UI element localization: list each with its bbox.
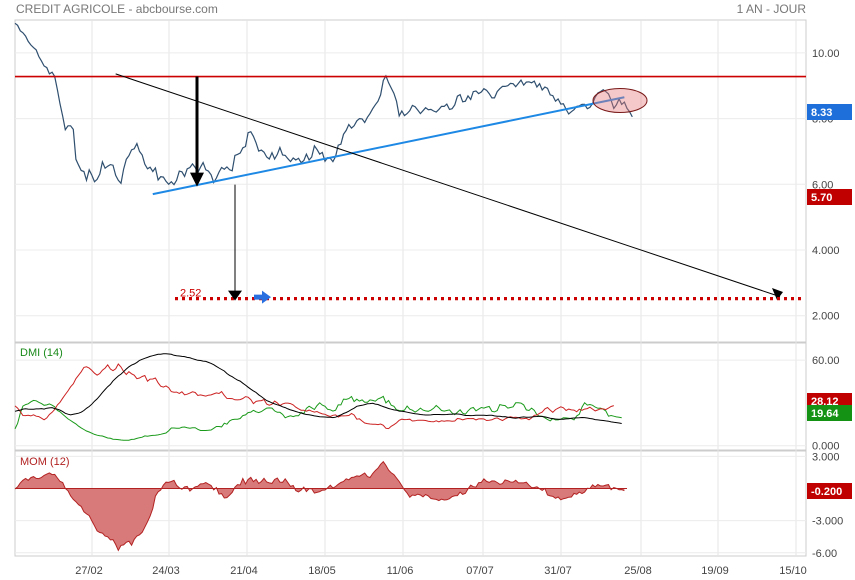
mom-panel: [14, 460, 627, 552]
price-line: [14, 22, 633, 186]
measure-arrow-head: [190, 172, 204, 187]
dmi-plus-badge-text: 19.64: [811, 408, 839, 420]
momentum-badge-text: -0.200: [811, 486, 842, 498]
momentum-area: [15, 461, 625, 551]
level-badge-bg: [807, 189, 852, 205]
dmi-y-tick-label: 0.000: [812, 441, 840, 453]
last-price-badge-bg: [807, 104, 852, 120]
price-panel: 2.52: [14, 22, 806, 304]
projection-arrow-head: [228, 290, 242, 301]
support-trendline: [152, 96, 625, 196]
dmi-panel-frame: [14, 342, 807, 451]
x-axis-ticks: 27/02 24/03 21/04 18/05 11/06 07/07 31/07 25/08…: [75, 565, 807, 577]
momentum-line: [14, 460, 625, 552]
horizontal-gridlines: [15, 52, 806, 554]
x-tick-label: 31/07: [544, 565, 572, 577]
dmi-y-tick-label: 60.00: [812, 355, 840, 367]
level-badge-text: 5.70: [811, 192, 832, 204]
target-label: 2.52: [180, 288, 201, 300]
mom-panel-title: MOM (12): [20, 456, 70, 468]
x-tick-label: 21/04: [230, 565, 258, 577]
x-tick-label: 27/02: [75, 565, 103, 577]
panel-frames: [14, 19, 807, 557]
downtrend-arrowhead: [772, 288, 783, 300]
x-tick-label: 15/10: [779, 565, 807, 577]
x-tick-label: 07/07: [466, 565, 494, 577]
blue-arrow-head: [262, 290, 271, 304]
x-tick-label: 25/08: [624, 565, 652, 577]
mom-y-tick-label: -6.00: [812, 548, 837, 560]
x-tick-label: 19/09: [701, 565, 729, 577]
adx-line: [14, 353, 622, 424]
x-tick-label: 11/06: [387, 565, 414, 577]
price-y-tick-label: 10.00: [812, 48, 840, 60]
x-tick-label: 18/05: [308, 565, 336, 577]
downtrend-line: [115, 73, 781, 298]
period-label: 1 AN - JOUR: [737, 2, 807, 16]
dmi-panel: [14, 353, 622, 441]
dmi-plus-line: [14, 395, 622, 441]
dmi-plus-badge-bg: [807, 405, 852, 421]
blue-arrow-shaft: [254, 294, 262, 300]
price-panel-frame: [14, 19, 807, 343]
x-tick-label: 24/03: [152, 565, 180, 577]
dmi-panel-title: DMI (14): [20, 347, 63, 359]
price-y-tick-label: 4.000: [812, 245, 840, 257]
mom-y-tick-label: -3.000: [812, 516, 843, 528]
last-price-badge-text: 8.33: [811, 107, 832, 119]
chart-title: CREDIT AGRICOLE - abcbourse.com: [16, 2, 218, 16]
price-y-tick-label: 2.000: [812, 311, 840, 323]
mom-y-tick-label: 3.000: [812, 451, 840, 463]
dmi-minus-line: [14, 363, 614, 430]
price-y-tick-label: 6.00: [812, 179, 833, 191]
highlight-ellipse: [592, 88, 648, 113]
momentum-badge-bg: [807, 483, 852, 499]
y-axis-ticks: 10.008.006.004.0002.00060.000.0003.000-3…: [812, 48, 843, 560]
